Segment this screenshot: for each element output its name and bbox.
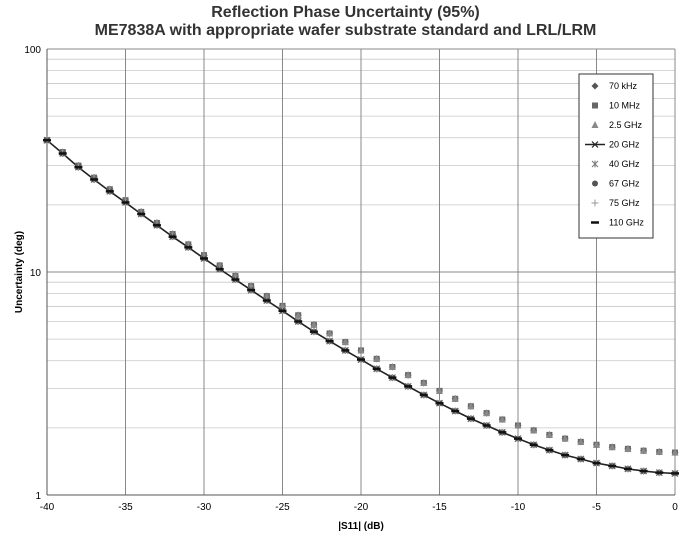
data-point-2-5-ghz (436, 386, 443, 394)
y-axis-label: Uncertainty (deg) (14, 231, 25, 313)
data-point-2-5-ghz (624, 444, 632, 452)
chart-subtitle: ME7838A with appropriate wafer substrate… (94, 22, 597, 39)
data-point-2-5-ghz (279, 301, 286, 309)
x-tick-label: -15 (432, 502, 447, 513)
chart-title: Reflection Phase Uncertainty (95%) (211, 4, 480, 21)
data-point-2-5-ghz (593, 440, 600, 448)
legend-label: 10 MHz (609, 101, 641, 111)
data-point-2-5-ghz (326, 329, 334, 337)
data-point-2-5-ghz (514, 421, 522, 429)
x-tick-label: -10 (511, 502, 526, 513)
legend-box (578, 73, 654, 239)
x-tick-label: -30 (197, 502, 212, 513)
data-point-2-5-ghz (545, 430, 553, 438)
data-point-2-5-ghz (577, 437, 585, 445)
data-point-2-5-ghz (640, 446, 648, 454)
legend-label: 110 GHz (609, 218, 644, 228)
x-tick-label: -5 (592, 502, 601, 513)
legend-label: 2.5 GHz (609, 120, 643, 130)
x-axis-label: |S11| (dB) (338, 521, 384, 532)
data-point-2-5-ghz (247, 282, 255, 290)
legend-marker-2-5-ghz (591, 121, 599, 128)
y-tick-label: 1 (35, 491, 41, 502)
data-point-2-5-ghz (388, 362, 396, 370)
data-point-2-5-ghz (561, 434, 569, 442)
legend-label: 40 GHz (609, 159, 640, 169)
legend-label: 70 kHz (609, 81, 638, 91)
legend-label: 75 GHz (609, 198, 640, 208)
data-point-2-5-ghz (373, 354, 381, 362)
legend-marker-75-ghz (591, 199, 599, 207)
data-point-2-5-ghz (451, 394, 459, 402)
x-tick-label: -25 (275, 502, 290, 513)
legend-marker-20-ghz (591, 141, 599, 148)
legend-marker-40-ghz (591, 160, 599, 168)
x-tick-label: 0 (672, 502, 678, 513)
data-point-2-5-ghz (357, 346, 365, 354)
data-point-2-5-ghz (404, 371, 412, 379)
data-point-2-5-ghz (608, 443, 616, 451)
y-tick-label: 100 (24, 45, 41, 56)
data-point-2-5-ghz (420, 378, 428, 386)
data-point-2-5-ghz (498, 415, 506, 423)
x-tick-label: -35 (118, 502, 133, 513)
data-point-2-5-ghz (483, 409, 491, 417)
legend-label: 20 GHz (609, 140, 640, 150)
data-point-2-5-ghz (263, 292, 271, 300)
x-tick-label: -40 (40, 502, 55, 513)
legend-marker-70-khz (591, 82, 599, 90)
y-tick-label: 10 (30, 268, 42, 279)
x-tick-label: -20 (354, 502, 369, 513)
data-point-2-5-ghz (530, 426, 538, 434)
legend-marker-10-mhz (592, 102, 598, 109)
data-point-2-5-ghz (294, 311, 302, 319)
legend-label: 67 GHz (609, 179, 640, 189)
data-point-2-5-ghz (467, 402, 475, 410)
data-point-2-5-ghz (310, 320, 318, 328)
data-point-2-5-ghz (341, 338, 349, 346)
data-point-2-5-ghz (671, 448, 679, 456)
data-point-2-5-ghz (655, 447, 663, 455)
legend-marker-67-ghz (592, 180, 598, 187)
